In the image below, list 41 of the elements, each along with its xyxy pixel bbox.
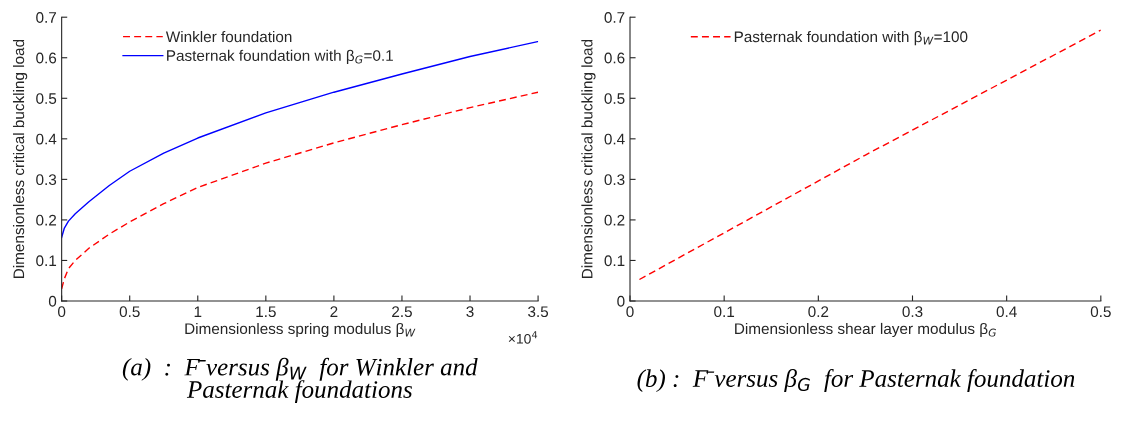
x-tick-label: 0.5 xyxy=(1090,306,1111,318)
x-tick-label: 3 xyxy=(466,306,474,318)
x-tick-label: 0.4 xyxy=(996,306,1017,318)
x-tick-label: 0 xyxy=(58,306,66,318)
legend-label: Pasternak foundation with β$_{W}$=100 xyxy=(734,30,968,46)
legend-label: Pasternak foundation with β$_{G}$=0.1 xyxy=(167,49,393,65)
y-tick-label: 0.1 xyxy=(36,255,57,267)
x-tick-label: 2 xyxy=(330,306,338,317)
x-tick-label: 1.5 xyxy=(256,306,276,318)
y-tick-label: 0.7 xyxy=(36,12,57,23)
x-tick-label: 0 xyxy=(626,306,634,318)
y-tick-label: 0.2 xyxy=(36,214,57,226)
x-tick-label: 0.3 xyxy=(902,306,923,318)
x-tick-label: 2.5 xyxy=(392,306,412,318)
legend-label: Winkler foundation xyxy=(165,30,292,43)
x-tick-label: 0.1 xyxy=(714,306,735,318)
text: (b) : F̄ versus β$_{G}$ for Pasternak foundation xyxy=(637,369,1075,393)
y-tick-label: 0.5 xyxy=(604,93,625,104)
y-axis-title: Dimensionless critical buckling load xyxy=(581,39,596,278)
x-tick-label: 1 xyxy=(194,306,202,317)
y-tick-label: 0.3 xyxy=(36,174,57,186)
text: (a) : F̄ versus β$_{W}$ for Winkler and Pasternak foundations xyxy=(122,357,478,404)
y-tick-label: 0 xyxy=(48,295,57,307)
y-tick-label: 0.6 xyxy=(36,52,57,64)
x-tick-label: 3.5 xyxy=(528,306,549,318)
y-tick-label: 0.5 xyxy=(36,93,57,104)
y-tick-label: 0.4 xyxy=(604,133,625,145)
x-axis-title: Dimensionless shear layer modulus β$_{G}$ xyxy=(735,322,996,338)
y-tick-label: 0.4 xyxy=(36,133,57,145)
y-tick-label: 0.7 xyxy=(604,12,625,23)
x-tick-label: 0.5 xyxy=(119,306,140,318)
y-tick-label: 0 xyxy=(617,295,625,307)
y-tick-label: 0.6 xyxy=(604,52,625,64)
y-tick-label: 0.2 xyxy=(604,214,625,226)
y-tick-label: 0.1 xyxy=(604,255,625,267)
x-tick-label: 0.2 xyxy=(808,306,829,318)
y-tick-label: 0.3 xyxy=(604,174,625,186)
text: ×10$^{4}$ xyxy=(508,331,538,344)
y-axis-title: Dimensionless critical buckling load xyxy=(12,39,28,278)
line-series xyxy=(61,91,539,290)
x-axis-title: Dimensionless spring modulus β$_{W}$ xyxy=(185,322,416,338)
